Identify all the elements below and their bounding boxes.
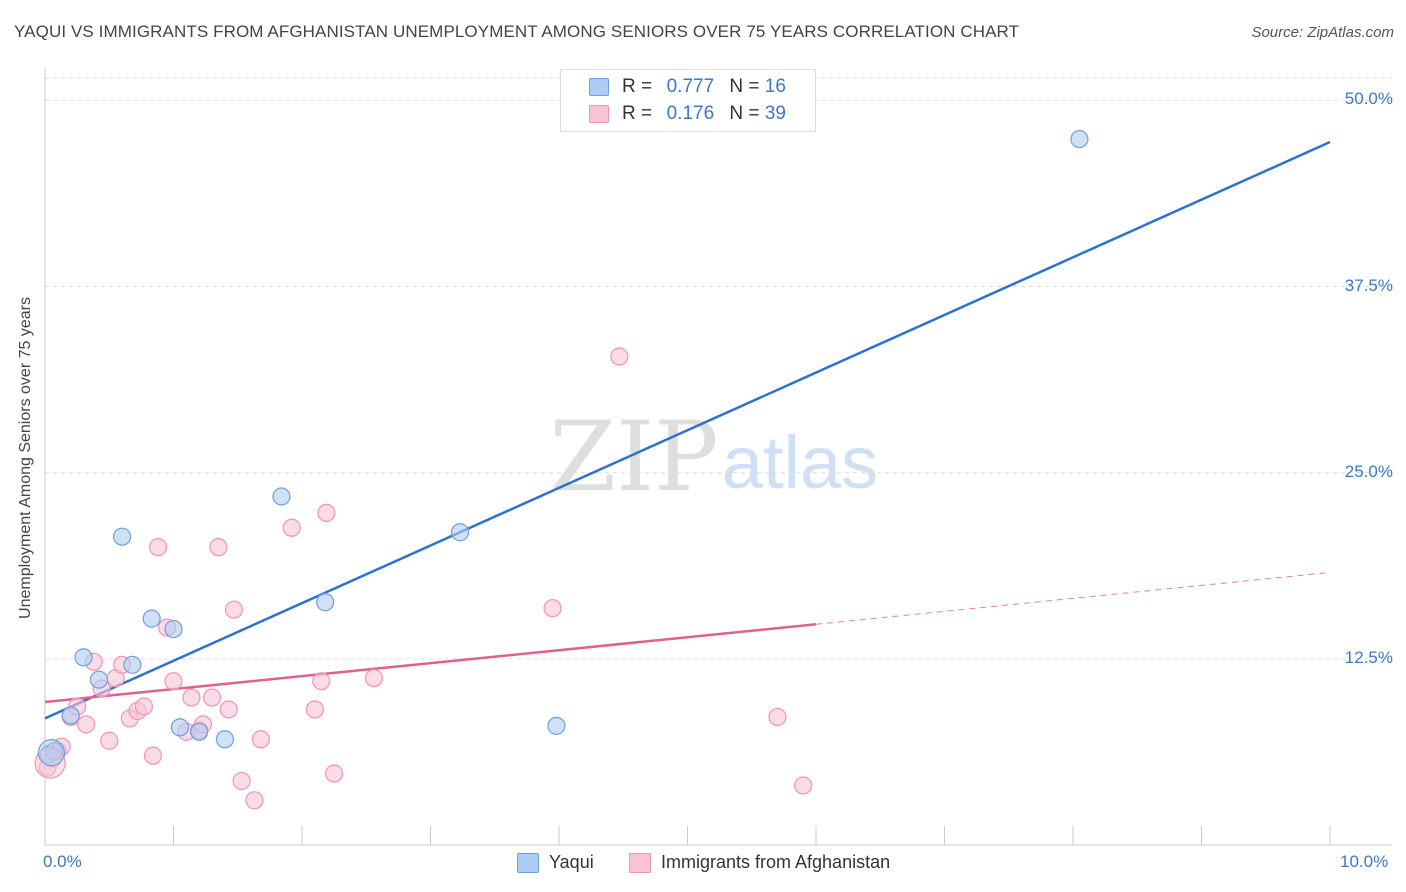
point-series-1-36 (543, 599, 562, 618)
point-series-1-14 (134, 697, 154, 716)
bottom-legend-label-afghanistan: Immigrants from Afghanistan (661, 852, 891, 872)
source-label: Source: ZipAtlas.com (1251, 24, 1394, 41)
legend-n-label: N = (729, 103, 760, 124)
point-series-1-23 (202, 688, 222, 707)
point-series-1-16 (148, 538, 168, 557)
point-series-1-24 (209, 538, 228, 557)
correlation-legend: R = 0.777 N = 16 R = 0.176 N = 39 (560, 69, 816, 132)
point-series-1-28 (245, 791, 264, 810)
point-series-0-3 (74, 648, 93, 667)
point-series-1-33 (325, 764, 344, 783)
point-series-0-6 (123, 655, 142, 674)
point-series-1-30 (282, 518, 301, 537)
point-series-1-15 (143, 746, 163, 765)
legend-row-yaqui: R = 0.777 N = 16 (589, 75, 786, 99)
watermark-zip: ZIP (549, 401, 718, 513)
point-series-0-10 (190, 722, 209, 741)
point-series-0-2 (61, 706, 80, 725)
point-series-1-9 (100, 731, 119, 750)
legend-row-afghanistan: R = 0.176 N = 39 (589, 102, 786, 126)
legend-n-value-afghanistan: 39 (764, 103, 786, 124)
bottom-legend-swatch-yaqui (517, 852, 539, 873)
trend-lines (44, 140, 1331, 720)
trend-line-series-0 (44, 140, 1331, 720)
y-tick-label-0: 12.5% (1344, 647, 1393, 667)
point-cluster-yaqui (37, 739, 66, 767)
legend-n-label: N = (729, 76, 760, 97)
y-tick-label-1: 25.0% (1344, 461, 1393, 481)
point-series-0-5 (112, 527, 132, 546)
x-tick-label-min: 0.0% (43, 852, 82, 871)
legend-r-value-yaqui: 0.777 (666, 76, 715, 97)
point-series-0-13 (316, 593, 335, 612)
legend-swatch-afghanistan (589, 105, 609, 123)
legend-r-label: R = (622, 103, 653, 124)
point-series-0-16 (1070, 129, 1089, 149)
point-series-1-34 (317, 503, 336, 522)
legend-r-label: R = (622, 76, 653, 97)
point-series-0-8 (164, 619, 183, 639)
point-series-1-18 (164, 672, 183, 691)
point-series-0-4 (89, 670, 109, 689)
bottom-legend-swatch-afghanistan (629, 852, 651, 873)
point-series-0-9 (170, 718, 190, 737)
point-series-1-25 (219, 700, 238, 719)
bottom-legend-afghanistan: Immigrants from Afghanistan (629, 852, 890, 873)
legend-swatch-yaqui (589, 78, 609, 96)
point-series-1-26 (224, 600, 243, 619)
point-series-0-14 (450, 523, 470, 542)
chart-title: YAQUI VS IMMIGRANTS FROM AFGHANISTAN UNE… (14, 22, 1020, 41)
legend-r-value-afghanistan: 0.176 (666, 103, 715, 124)
gridlines (45, 77, 1392, 660)
point-series-1-27 (232, 771, 251, 791)
axes (44, 68, 1392, 846)
data-points (34, 129, 1089, 810)
point-series-0-11 (215, 730, 234, 749)
trend-line-series-1 (44, 623, 817, 704)
point-series-1-29 (251, 730, 270, 749)
point-series-1-6 (77, 715, 96, 734)
point-series-1-38 (768, 707, 787, 727)
point-series-0-7 (142, 609, 161, 628)
bottom-legend-yaqui: Yaqui (517, 852, 594, 873)
legend-n-value-yaqui: 16 (764, 76, 786, 97)
point-series-0-12 (272, 487, 291, 506)
watermark-atlas: atlas (722, 421, 878, 504)
point-series-0-15 (547, 716, 566, 735)
watermark: ZIP atlas (549, 401, 878, 513)
trend-line-extension-series-1 (815, 571, 1331, 625)
bottom-legend-label-yaqui: Yaqui (549, 852, 594, 872)
point-series-1-20 (182, 688, 201, 707)
x-tick-label-max: 10.0% (1340, 852, 1389, 871)
point-series-1-31 (305, 700, 324, 719)
point-series-1-35 (364, 669, 384, 688)
point-series-1-37 (610, 347, 629, 366)
y-tick-label-3: 50.0% (1344, 89, 1393, 109)
y-tick-label-2: 37.5% (1344, 275, 1393, 295)
point-series-1-39 (794, 776, 813, 795)
point-series-1-32 (312, 672, 331, 691)
